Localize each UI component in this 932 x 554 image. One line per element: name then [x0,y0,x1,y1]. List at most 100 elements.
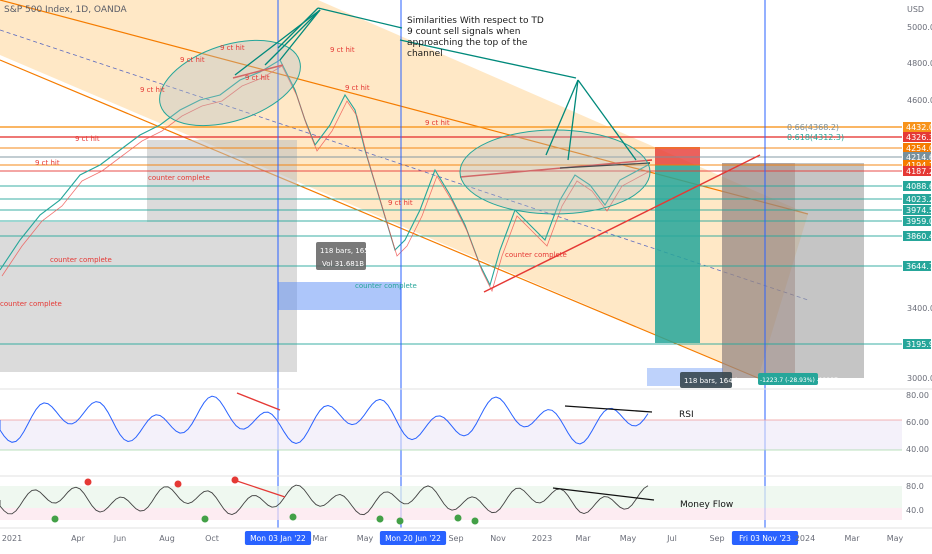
measure-tooltip-2 [680,372,732,388]
price-level-tag [903,143,931,153]
x-tick-label: 2024 [795,534,815,543]
price-level-value: 4187.2 [906,167,932,176]
measure-change-tag [758,373,818,385]
svg-text:channel: channel [407,49,443,59]
svg-text:approaching the top of the: approaching the top of the [407,38,528,48]
nine-ct-label: 9 ct hit [425,119,450,127]
price-level-value: 4214.6 [906,153,932,162]
price-level-tag [903,261,931,271]
fib-level-label: 0.66(4368.2) [787,123,839,132]
mf-divergence-black [552,487,655,501]
price-level-value: 4254.0 [906,144,932,153]
x-tick-label: 2023 [532,534,552,543]
x-tick-label: Mar [312,534,328,543]
nine-ct-label: 9 ct hit [245,74,270,82]
measure-change-2: -1223.7 (-28.93%) -12237 [760,377,838,384]
nine-ct-label: 9 ct hit [140,86,165,94]
annotation-arrow [279,9,321,61]
projection-green-box [655,165,700,343]
rsi-line [0,395,649,445]
price-level-tag [903,194,931,204]
counter-label: counter complete [50,256,112,264]
x-tick-label: Sep [709,534,724,543]
annotation-arrow [577,79,637,161]
nine-ct-label: 9 ct hit [220,44,245,52]
svg-text:Similarities With respect to T: Similarities With respect to TD [407,16,544,26]
mf-trough-dot [201,515,209,523]
mf-tick: 40.0 [906,506,924,515]
annotation-arrow [545,79,579,156]
price-level-value: 3195.9 [906,340,932,349]
mf-trough-dot [289,513,297,521]
highlight-ellipse-1 [159,39,301,127]
mf-peak-dot [174,480,182,488]
mf-trough-dot [454,514,462,522]
grey-box-left [0,222,297,372]
nine-ct-label: 9 ct hit [75,135,100,143]
y-tick-label: 5000.0 [907,23,932,32]
price-level-tag [903,339,931,349]
nine-ct-label: 9 ct hit [330,46,355,54]
currency-label: USD [907,5,924,14]
x-tick-label: May [887,534,904,543]
y-tick-label: 4800.0 [907,59,932,68]
annotation-arrow [277,7,319,49]
x-tick-label: Aug [159,534,175,543]
channel-bottom-line [0,59,759,379]
price-level-value: 4326.3 [906,133,932,142]
x-tick-label: Apr [71,534,86,543]
x-tick-label: Jul [666,534,677,543]
measure-bars-2: 118 bars, 164d [684,377,737,385]
mf-tick: 80.0 [906,482,924,491]
price-level-tag [903,122,931,132]
y-tick-label: 3000.0 [907,374,932,383]
price-level-tag [903,181,931,191]
x-tick-label: Jun [113,534,127,543]
svg-text:9 count sell signals when: 9 count sell signals when [407,27,520,37]
x-date-tag [731,531,799,545]
price-level-tag [903,166,931,176]
money-flow-label: Money Flow [680,500,733,510]
projection-red-box [655,147,700,165]
mf-trough-dot [376,515,384,523]
mf-trough-dot [51,515,59,523]
mf-peak-dot [84,478,92,486]
x-date-tag [244,531,312,545]
price-level-tag [903,132,931,142]
x-tick-label: Fri 03 Nov '23 [739,534,791,543]
x-tick-label: Sep [448,534,463,543]
rsi-label: RSI [679,410,694,420]
price-level-tag [903,160,931,170]
annotation-arrow [317,7,403,29]
price-level-value: 4432.0 [906,123,932,132]
annotation-note: Similarities With respect to TD 9 count … [407,16,544,59]
x-tick-label: Nov [490,534,506,543]
y-tick-label: 3400.0 [907,304,932,313]
x-tick-label: Mon 20 Jun '22 [385,534,441,543]
rsi-tick: 40.00 [906,445,929,454]
fib-level-label: 0.618(4312.3) [787,133,844,142]
price-level-value: 3644.7 [906,262,932,271]
counter-label: counter complete [0,300,62,308]
x-tick-label: Oct [205,534,219,543]
rising-trendline [483,154,761,293]
mf-trough-dot [396,517,404,525]
price-level-tag [903,231,931,241]
price-line-green [0,59,649,287]
mf-band [0,486,902,508]
chart-title: S&P 500 Index, 1D, OANDA [4,5,128,15]
money-flow-line [0,484,649,516]
rsi-tick: 80.00 [906,391,929,400]
highlight-ellipse-2 [459,129,651,215]
annotation-arrow [399,39,577,79]
grey-box-mid [147,140,297,222]
mf-peak-dot [231,476,239,484]
nine-ct-label: 9 ct hit [388,199,413,207]
rsi-divergence-red [236,392,281,411]
x-tick-label: Mar [575,534,591,543]
counter-label: counter complete [505,251,567,259]
measure-box-1 [278,282,401,310]
x-tick-label: 2021 [2,534,22,543]
